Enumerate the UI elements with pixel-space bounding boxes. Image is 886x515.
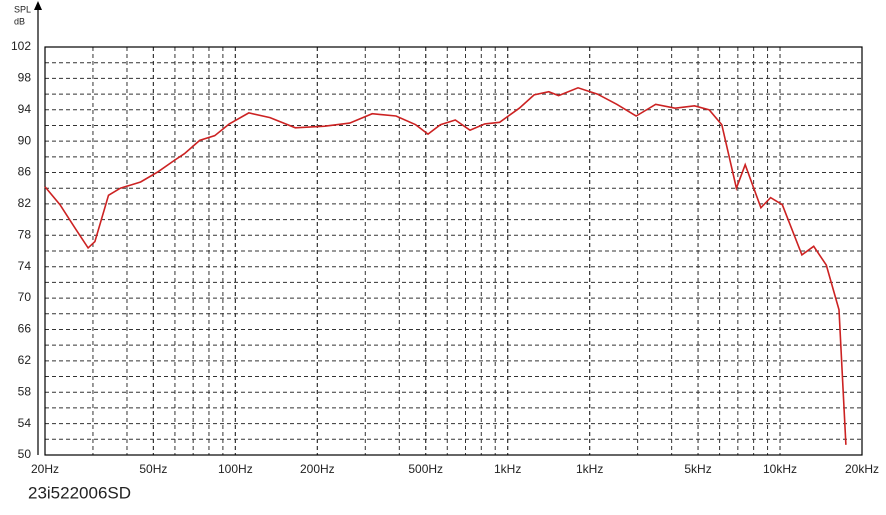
x-tick-label: 200Hz — [300, 462, 335, 476]
x-tick-label: 500Hz — [408, 462, 443, 476]
x-tick-label: 100Hz — [218, 462, 253, 476]
x-tick-label: 1kHz — [576, 462, 603, 476]
y-tick-label: 94 — [18, 102, 32, 116]
y-tick-label: 58 — [18, 384, 32, 398]
x-tick-label: 1kHz — [494, 462, 521, 476]
x-tick-label: 50Hz — [139, 462, 167, 476]
y-axis-unit: dB — [14, 16, 25, 26]
x-tick-label: 10kHz — [763, 462, 797, 476]
y-tick-label: 54 — [18, 416, 32, 430]
y-tick-label: 82 — [18, 196, 32, 210]
plot-border — [44, 46, 863, 456]
y-axis-label: SPL — [14, 4, 31, 14]
x-tick-label: 5kHz — [684, 462, 711, 476]
y-tick-label: 70 — [18, 290, 32, 304]
x-tick-label: 20kHz — [845, 462, 879, 476]
response-curve — [44, 86, 847, 445]
y-tick-label: 66 — [18, 322, 32, 336]
y-tick-label: 62 — [18, 353, 32, 367]
y-tick-label: 98 — [18, 71, 32, 85]
y-tick-label: 50 — [18, 447, 32, 461]
y-tick-label: 102 — [11, 39, 31, 53]
y-tick-label: 74 — [18, 259, 32, 273]
x-tick-label: 20Hz — [31, 462, 59, 476]
footer-text: 23i522006SD — [28, 483, 131, 502]
y-tick-label: 90 — [18, 133, 32, 147]
axis-arrow — [34, 1, 42, 10]
y-tick-label: 78 — [18, 227, 32, 241]
y-tick-label: 86 — [18, 165, 32, 179]
